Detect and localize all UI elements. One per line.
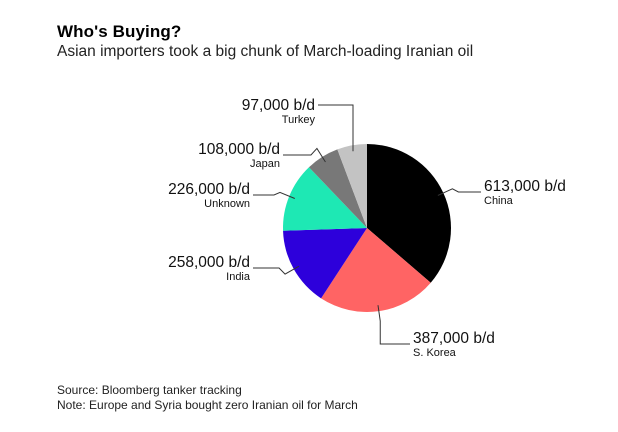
slice-category-label: China	[484, 195, 514, 207]
leader-line	[318, 104, 354, 152]
chart-title: Who's Buying?	[57, 22, 182, 41]
slice-category-label: India	[226, 271, 251, 283]
leader-line	[437, 188, 481, 196]
pie-slice-china	[367, 144, 451, 283]
source-note: Source: Bloomberg tanker tracking	[57, 383, 242, 397]
pie-slice-unknown	[283, 167, 367, 231]
leader-line	[253, 265, 300, 275]
pie-slice-india	[283, 228, 367, 299]
leader-line	[253, 191, 295, 199]
slice-category-label: Unknown	[204, 198, 250, 210]
chart-subtitle: Asian importers took a big chunk of Marc…	[57, 43, 474, 60]
slice-category-label: S. Korea	[413, 347, 457, 359]
pie-slice-turkey	[337, 144, 367, 228]
pie-slice-japan	[308, 149, 367, 228]
slice-category-label: Turkey	[282, 114, 316, 126]
slice-value-label: 258,000 b/d	[168, 254, 250, 271]
slice-value-label: 226,000 b/d	[168, 181, 250, 198]
slice-category-label: Japan	[250, 158, 280, 170]
pie-slice-s-korea	[321, 228, 431, 312]
slice-value-label: 108,000 b/d	[198, 141, 280, 158]
slice-value-label: 613,000 b/d	[484, 178, 566, 195]
slice-value-label: 97,000 b/d	[242, 97, 315, 114]
footnote: Note: Europe and Syria bought zero Irani…	[57, 398, 358, 412]
leader-line	[283, 147, 326, 163]
leader-line	[377, 305, 410, 345]
slice-value-label: 387,000 b/d	[413, 330, 495, 347]
